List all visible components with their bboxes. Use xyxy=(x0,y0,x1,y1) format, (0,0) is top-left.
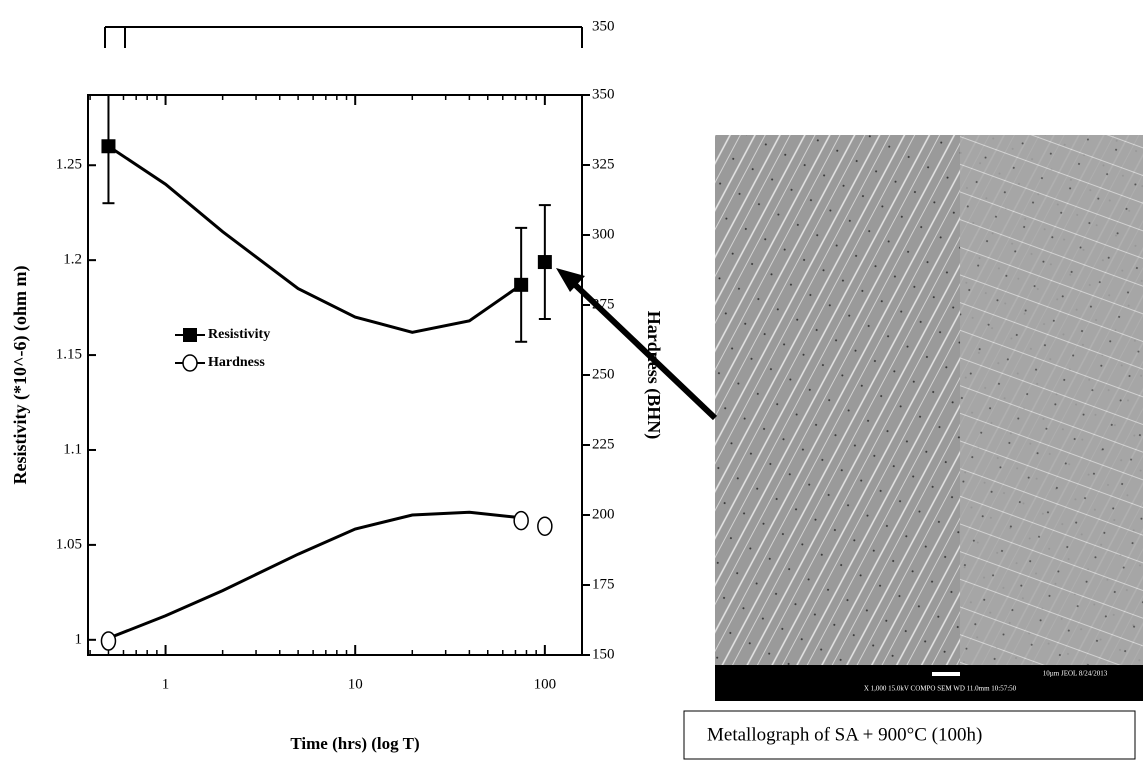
micrograph-info: X 1,000 15.0kV COMPO SEM WD 11.0mm 10:57… xyxy=(864,685,1017,693)
micrograph-info: 10µm JEOL 8/24/2013 xyxy=(1043,670,1108,678)
x-axis-title: Time (hrs) (log T) xyxy=(290,734,419,753)
y2-axis-title: Hardness (BHN) xyxy=(643,311,664,440)
point xyxy=(537,516,553,536)
y-tick-label: 1.05 xyxy=(56,536,82,552)
point xyxy=(101,139,116,154)
y2-tick-label: 300 xyxy=(592,226,615,242)
fit-curve xyxy=(107,510,522,640)
fit-curve xyxy=(107,145,523,334)
y2-tick-label: 175 xyxy=(592,576,615,592)
caption-box xyxy=(683,710,1136,760)
x-tick-label: 10 xyxy=(348,676,363,692)
y2-tick-label: 275 xyxy=(592,296,615,312)
y-tick-label: 1.15 xyxy=(56,347,82,363)
clipped-axis: 350 xyxy=(104,18,615,48)
x-tick-label: 1 xyxy=(162,676,170,692)
legend-marker xyxy=(182,354,198,372)
y2-tick-label: 225 xyxy=(592,436,615,452)
point xyxy=(537,255,552,270)
point xyxy=(100,631,117,651)
micrograph: 10µm JEOL 8/24/2013 X 1,000 15.0kV COMPO… xyxy=(715,135,1143,701)
arrow-head xyxy=(556,268,585,292)
legend-label: Hardness xyxy=(208,355,265,370)
y2-tick-label: 150 xyxy=(592,646,615,662)
y2-tick-label: 200 xyxy=(592,506,615,522)
point xyxy=(513,510,529,531)
legend-label: Resistivity xyxy=(208,327,270,342)
y-tick-label: 1.1 xyxy=(63,441,82,457)
y-tick-label: 1.25 xyxy=(56,157,82,173)
y-axis-title: Resistivity (*10^-6) (ohm m) xyxy=(10,266,31,485)
y2-tick-label: 325 xyxy=(592,156,615,172)
point xyxy=(514,277,529,292)
plot-frame xyxy=(87,94,583,656)
y2-tick-label: 250 xyxy=(592,366,615,382)
legend-marker xyxy=(183,328,197,342)
y2-tick-label: 350 xyxy=(592,86,615,102)
arrow xyxy=(565,275,718,421)
clipped-tick-label: 350 xyxy=(592,18,615,34)
x-tick-label: 100 xyxy=(534,676,557,692)
y-tick-label: 1 xyxy=(75,631,83,647)
caption: Metallograph of SA + 900°C (100h) xyxy=(707,724,982,745)
y-tick-label: 1.2 xyxy=(63,252,82,268)
